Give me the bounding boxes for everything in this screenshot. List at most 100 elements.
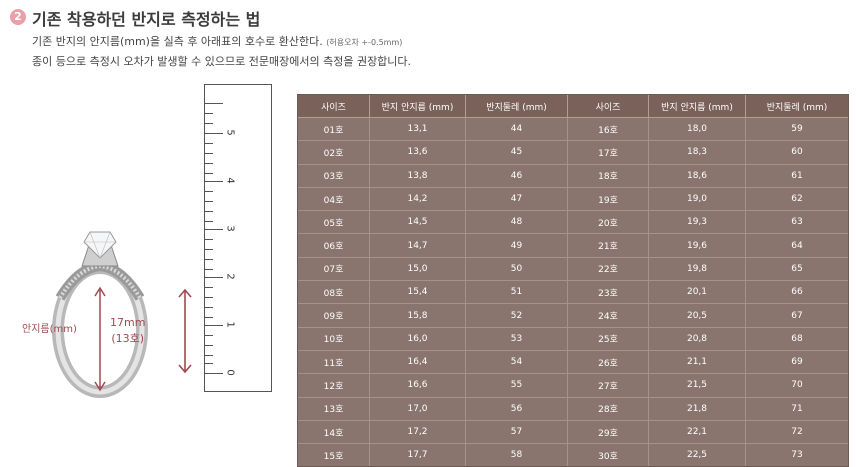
ring-illustration (52, 231, 148, 398)
table-cell: 15,4 (370, 281, 466, 305)
ruler-tick (205, 143, 213, 144)
ruler-tick (205, 345, 213, 346)
table-cell: 44 (466, 118, 568, 142)
ruler-tick (205, 335, 213, 336)
table-cell: 18,3 (649, 141, 746, 165)
table-cell: 73 (791, 450, 803, 461)
table-cell: 60 (746, 141, 848, 165)
table-cell: 15,8 (370, 304, 466, 328)
ruler-tick (205, 153, 213, 154)
ruler-tick (205, 317, 213, 318)
ruler-tick (205, 325, 223, 326)
table-cell: 68 (746, 328, 848, 351)
header-inner-diameter: 반지 안지름 (mm) (649, 95, 746, 118)
table-cell: 05호 (298, 211, 370, 235)
ruler-tick (205, 363, 213, 364)
table-cell: 23호 (568, 281, 649, 305)
ruler-tick (205, 239, 213, 240)
table-cell: 19호 (568, 187, 649, 212)
table-cell: 22,5 (649, 444, 746, 467)
table-cell: 13,6 (370, 141, 466, 165)
table-cell: 11호 (298, 350, 370, 375)
ruler-tick (205, 173, 213, 174)
table-row: 07호 15,0 50 22호 19,8 65 (298, 257, 848, 282)
table-cell: 13,1 (370, 118, 466, 142)
step-number-badge: 2 (10, 9, 26, 25)
table-cell: 04호 (298, 187, 370, 212)
table-cell: 63 (746, 211, 848, 235)
table-row: 15호 17,7 58 30호 22,5 73 (298, 444, 848, 467)
table-cell: 47 (466, 187, 568, 212)
table-row: 10호 16,0 53 25호 20,8 68 (298, 327, 848, 351)
header-inner-diameter: 반지 안지름 (mm) (370, 95, 466, 118)
table-cell: 02호 (298, 141, 370, 165)
table-cell: 09호 (298, 304, 370, 328)
ruler-tick (205, 113, 213, 114)
table-cell: 46 (466, 164, 568, 188)
table-cell: 15,0 (370, 257, 466, 282)
table-cell: 20,8 (649, 327, 746, 351)
table-cell: 17호 (568, 141, 649, 165)
table-cell: 69 (746, 351, 848, 375)
table-cell: 57 (466, 420, 568, 445)
ruler-tick (205, 269, 213, 270)
header-circumference: 반지둘레 (mm) (746, 95, 848, 118)
ruler-number: 0 (224, 369, 236, 376)
ruler-tick (205, 373, 223, 374)
table-row: 05호 14,5 48 20호 19,3 63 (298, 211, 848, 235)
table-cell: 49 (466, 234, 568, 258)
ruler-number: 2 (224, 273, 236, 280)
ruler-tick (205, 123, 213, 124)
table-cell: 18,6 (649, 164, 746, 188)
table-cell: 48 (466, 211, 568, 235)
ruler-tick (205, 297, 213, 298)
table-cell: 14호 (298, 420, 370, 445)
ring-size-table: 사이즈 반지 안지름 (mm) 반지둘레 (mm) 사이즈 반지 안지름 (mm… (297, 94, 849, 467)
ruler-tick (205, 163, 213, 164)
table-cell: 55 (466, 374, 568, 398)
table-row: 02호 13,6 45 17호 18,3 60 (298, 141, 848, 165)
table-cell: 15호 (298, 444, 370, 467)
ruler-tick (205, 355, 213, 356)
table-cell: 16,6 (370, 374, 466, 398)
table-cell: 13,8 (370, 164, 466, 188)
ruler-number: 3 (224, 225, 236, 232)
table-cell: 19,0 (649, 187, 746, 212)
table-cell: 19,6 (649, 234, 746, 258)
table-cell: 17,7 (370, 444, 466, 467)
ruler-number: 4 (224, 177, 236, 184)
table-cell: 21호 (568, 234, 649, 258)
ruler-tick (205, 181, 223, 182)
inner-diameter-label: 안지름(mm) (22, 324, 77, 335)
ruler-tick (205, 249, 213, 250)
header-circumference: 반지둘레 (mm) (466, 95, 568, 118)
table-cell: 20,5 (649, 304, 746, 328)
table-cell: 14,5 (370, 211, 466, 235)
table-cell: 67 (746, 304, 848, 328)
table-cell: 66 (746, 281, 848, 305)
table-cell: 17,0 (370, 397, 466, 421)
table-cell: 54 (466, 350, 568, 375)
table-cell: 21,5 (649, 374, 746, 398)
section-heading: 기존 착용하던 반지로 측정하는 법 (32, 10, 261, 29)
header-size: 사이즈 (298, 95, 370, 118)
ruler-number: 5 (224, 129, 236, 136)
table-cell: 45 (466, 141, 568, 165)
ruler-tick (205, 211, 213, 212)
table-cell: 22,1 (649, 420, 746, 445)
table-cell: 30호 (568, 444, 649, 467)
table-cell: 21,1 (649, 350, 746, 375)
table-cell: 07호 (298, 257, 370, 282)
table-cell: 50 (466, 257, 568, 282)
table-cell: 16,4 (370, 350, 466, 375)
table-cell: 64 (746, 234, 848, 258)
table-cell: 06호 (298, 234, 370, 258)
table-row: 09호 15,8 52 24호 20,5 67 (298, 304, 848, 328)
table-cell: 52 (466, 304, 568, 328)
ruler-tick (205, 191, 213, 192)
ruler-tick (205, 133, 223, 134)
table-cell: 56 (466, 397, 568, 421)
table-cell: 27호 (568, 374, 649, 398)
table-cell: 53 (466, 327, 568, 351)
table-cell: 62 (746, 188, 848, 212)
